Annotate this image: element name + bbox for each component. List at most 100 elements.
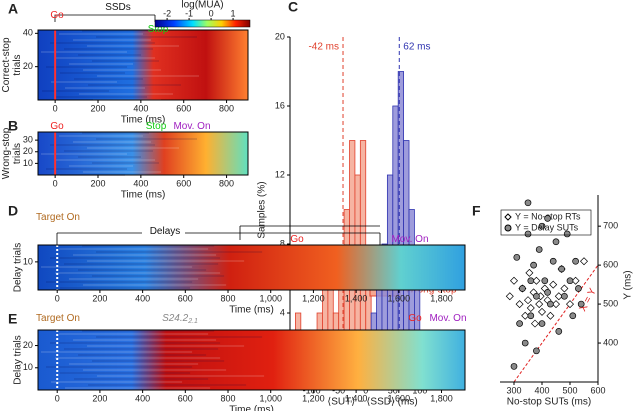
scatter-point [533, 292, 540, 300]
heatmap-texture [96, 36, 197, 38]
heatmap-texture [92, 360, 225, 362]
x-tick-label: 600 [590, 385, 605, 395]
scatter-point [546, 311, 555, 320]
x-axis-label: No-stop SUTs (ms) [507, 397, 591, 408]
heatmap-texture [65, 87, 145, 89]
mean-label: -42 ms [308, 42, 339, 53]
heatmap-texture [59, 248, 209, 250]
heatmap-texture [74, 78, 143, 80]
scatter-point [515, 300, 524, 309]
y-axis-label: trials [12, 143, 23, 164]
scatter-point [554, 292, 563, 301]
annotation-text: Go [50, 121, 64, 132]
annotation: Target On [36, 212, 80, 223]
annotation-text: Delays [150, 226, 181, 237]
x-axis-label: Time (ms) [121, 190, 166, 201]
colorbar-tick-label: -2 [163, 8, 171, 18]
heatmap-texture [87, 345, 245, 347]
x-axis-label: Time (ms) [229, 405, 274, 411]
panel-label: A [8, 1, 18, 17]
scatter-point [538, 320, 546, 327]
x-tick-label: 0 [53, 103, 58, 113]
scatter-point [552, 238, 560, 246]
annotation: Mov. On [173, 121, 210, 132]
x-tick-label: 200 [90, 103, 105, 113]
heatmap-texture [46, 168, 127, 170]
annotation-subscript: 2.1 [187, 318, 198, 325]
y-axis-label: Delay trials [13, 335, 24, 384]
scatter-point [513, 253, 521, 261]
annotation-text: Mov. On [429, 313, 466, 324]
scatter-point [510, 363, 518, 370]
heatmap-texture [55, 159, 155, 161]
panel-label: F [472, 203, 481, 219]
scatter-point [516, 320, 523, 327]
x-tick-label: 1,400 [345, 293, 368, 303]
scatter-point [569, 312, 577, 320]
heatmap-texture [92, 60, 159, 62]
scatter-point [535, 300, 544, 309]
heatmap-texture [46, 366, 193, 368]
scatter-point [527, 312, 535, 320]
heatmap-texture [50, 42, 155, 44]
annotation-text: Mov. On [391, 234, 428, 245]
x-tick-label: 400 [133, 178, 148, 188]
heatmap-texture [65, 387, 211, 389]
y-tick-label: 16 [275, 100, 285, 110]
scatter-point [566, 300, 574, 309]
heatmap-texture [55, 357, 221, 359]
heatmap-texture [83, 369, 227, 371]
x-tick-label: 0 [53, 178, 58, 188]
heatmap-texture [69, 165, 133, 167]
scatter-point [560, 284, 569, 293]
heatmap-texture [51, 381, 183, 383]
x-tick-label: 800 [220, 293, 235, 303]
heatmap-texture [56, 96, 147, 98]
heatmap-texture [73, 254, 217, 256]
annotation: Stop [148, 24, 169, 35]
heatmap-texture [88, 384, 247, 386]
x-tick-label: 500 [562, 385, 577, 395]
heatmap-texture [60, 372, 191, 374]
heatmap-texture [82, 132, 149, 134]
scatter-point [527, 277, 535, 285]
mean-label: 62 ms [403, 42, 430, 53]
scatter-point [552, 300, 560, 309]
heatmap-texture [51, 81, 117, 83]
scatter-point [519, 285, 526, 292]
heatmap-texture [60, 72, 125, 74]
scatter-point [555, 328, 563, 335]
y-tick-label: 20 [23, 146, 33, 156]
heatmap-texture [73, 39, 151, 41]
heatmap-texture [46, 281, 193, 283]
x-tick-label: 800 [219, 103, 234, 113]
panel-label: E [8, 311, 17, 327]
x-tick-label: 600 [176, 178, 191, 188]
scatter-point [547, 300, 554, 308]
scatter-point [580, 257, 588, 266]
heatmap [38, 30, 248, 100]
scatter-point [541, 277, 549, 285]
diagonal [513, 264, 599, 383]
annotation-text: SSDs [105, 2, 131, 13]
heatmap-texture [97, 75, 199, 77]
heatmap-texture [41, 266, 193, 268]
annotation: Mov. On [391, 234, 428, 245]
y-axis-label: Samples (%) [257, 181, 268, 238]
heatmap-texture [78, 354, 207, 356]
annotation: Go [290, 234, 304, 245]
legend-box [500, 209, 592, 236]
x-tick-label: 1,000 [259, 293, 282, 303]
plot-frame [37, 131, 249, 176]
scatter-point [538, 222, 546, 230]
legend-label: Y = Delay SUTs [515, 222, 579, 232]
heatmap-texture [69, 278, 199, 280]
annotation: Target On [36, 313, 80, 324]
heatmap-texture [73, 339, 217, 341]
x-tick-label: 0 [55, 393, 60, 403]
scatter-point [575, 285, 582, 292]
scatter-point [538, 307, 546, 316]
colorbar-tick-label: -1 [185, 8, 193, 18]
annotation-text: Go [50, 10, 64, 21]
